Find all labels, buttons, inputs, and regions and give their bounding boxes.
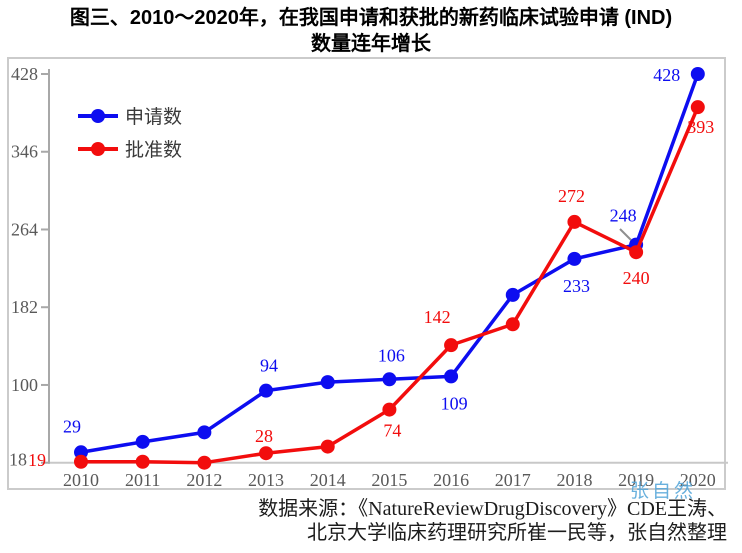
figure-title: 图三、2010～2020年，在我国申请和获批的新药临床试验申请 (IND) 数量… (0, 5, 742, 57)
legend-item-applications: 申请数 (78, 99, 182, 132)
x-tick-label: 2019 (618, 470, 654, 490)
legend-label-approvals: 批准数 (125, 140, 183, 161)
data-point-批准数-2019 (629, 245, 644, 260)
data-point-申请数-2012 (197, 425, 212, 440)
legend-line-dot-icon (78, 141, 118, 156)
data-point-申请数-2018 (567, 251, 582, 266)
x-tick-label: 2016 (433, 470, 469, 490)
data-point-label-批准数-2015: 74 (383, 421, 401, 441)
figure-title-line2: 数量连年增长 (311, 33, 431, 55)
data-point-label-批准数-2013: 28 (255, 426, 273, 446)
data-point-申请数-2011 (135, 434, 150, 449)
x-tick-label: 2011 (125, 470, 160, 490)
watermark: 张自然 (630, 481, 697, 502)
x-tick-label: 2015 (371, 470, 407, 490)
data-point-申请数-2020 (690, 67, 705, 81)
data-point-批准数-2012 (197, 455, 212, 470)
y-tick-label: 428 (11, 64, 38, 84)
data-source-line1: 数据来源：《NatureReviewDrugDiscovery》CDE王涛、 (258, 498, 727, 520)
data-point-申请数-2013 (259, 383, 274, 398)
data-point-label-申请数-2013: 94 (260, 356, 278, 376)
legend-line-dot-icon (78, 108, 118, 123)
data-point-申请数-2015 (382, 372, 397, 387)
data-point-申请数-2014 (320, 375, 335, 390)
data-point-label-申请数-2018: 233 (563, 276, 590, 296)
data-point-批准数-2010 (74, 454, 88, 469)
data-point-label-批准数-2010: 19 (28, 450, 46, 470)
data-source-note: 数据来源：《NatureReviewDrugDiscovery》CDE王涛、 北… (258, 497, 727, 545)
data-point-申请数-2017 (505, 287, 520, 302)
data-point-批准数-2017 (505, 317, 520, 332)
chart-frame (7, 57, 726, 490)
x-tick-label: 2020 (680, 470, 716, 490)
data-point-批准数-2014 (320, 439, 335, 454)
legend-item-approvals: 批准数 (78, 132, 182, 165)
data-point-label-批准数-2018: 272 (558, 186, 585, 206)
data-point-批准数-2016 (444, 338, 459, 353)
x-tick-label: 2013 (248, 470, 284, 490)
x-tick-label: 2018 (556, 470, 592, 490)
data-point-label-申请数-2015: 106 (378, 345, 405, 365)
data-point-label-申请数-2010: 29 (63, 416, 81, 436)
x-tick-label: 2010 (63, 470, 99, 490)
legend-label-applications: 申请数 (125, 107, 183, 128)
data-point-批准数-2018 (567, 214, 582, 229)
data-point-批准数-2011 (135, 454, 150, 469)
y-tick-label: 18 (9, 450, 27, 470)
data-point-label-批准数-2019: 240 (623, 268, 650, 288)
data-point-label-批准数-2020: 393 (687, 117, 714, 137)
y-tick-label: 264 (11, 219, 38, 239)
data-point-申请数-2016 (444, 369, 459, 384)
x-tick-label: 2017 (495, 470, 531, 490)
data-point-批准数-2013 (259, 446, 274, 461)
y-tick-label: 182 (11, 297, 38, 317)
data-point-label-申请数-2020: 428 (653, 65, 680, 85)
data-point-label-申请数-2019: 248 (610, 206, 637, 226)
data-point-label-批准数-2016: 142 (424, 307, 451, 327)
data-point-批准数-2015 (382, 402, 397, 417)
x-tick-label: 2012 (186, 470, 222, 490)
data-source-line2: 北京大学临床药理研究所崔一民等，张自然整理 (307, 522, 727, 544)
y-tick-label: 100 (11, 375, 38, 395)
y-tick-label: 346 (11, 142, 38, 162)
figure-title-line1: 图三、2010～2020年，在我国申请和获批的新药临床试验申请 (IND) (69, 7, 673, 29)
data-point-label-申请数-2016: 109 (441, 393, 468, 413)
x-tick-label: 2014 (310, 470, 346, 490)
legend: 申请数 批准数 (78, 99, 182, 165)
data-point-批准数-2020 (690, 100, 705, 115)
